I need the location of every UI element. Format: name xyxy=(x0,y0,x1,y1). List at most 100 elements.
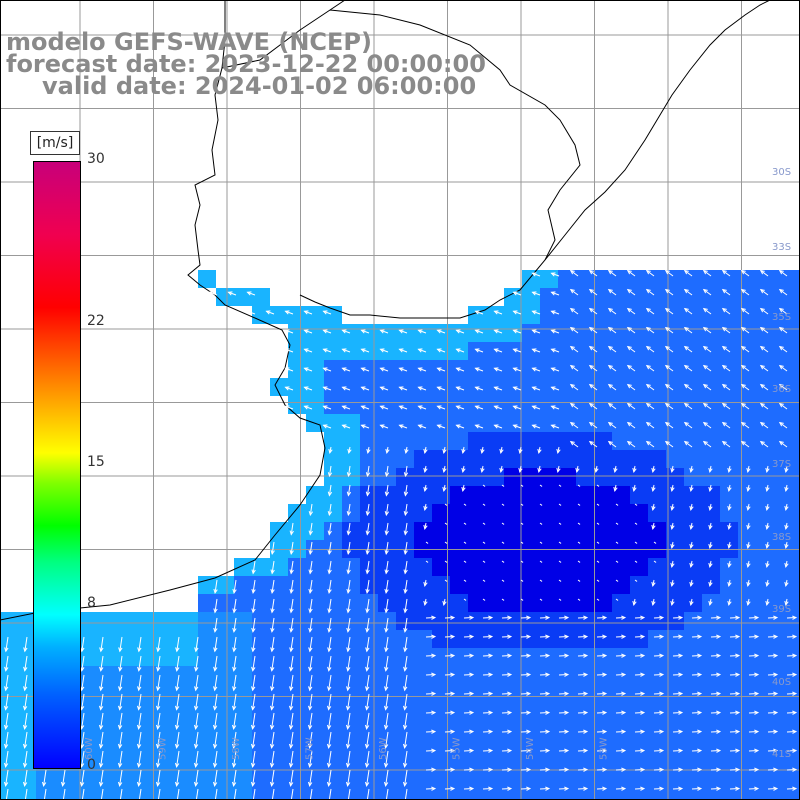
wind-cell xyxy=(522,630,540,648)
wind-cell xyxy=(738,630,756,648)
wind-cell xyxy=(504,468,522,486)
wind-cell xyxy=(504,774,522,792)
wind-vector xyxy=(613,465,618,474)
wind-vector xyxy=(403,636,408,653)
wind-vector xyxy=(531,291,541,296)
wind-vector xyxy=(596,653,608,658)
wind-vector xyxy=(615,615,627,620)
wind-vector xyxy=(461,465,466,474)
wind-cell xyxy=(486,432,504,450)
wind-cell xyxy=(792,612,800,630)
wind-cell xyxy=(684,468,702,486)
wind-cell xyxy=(306,702,324,720)
wind-cell xyxy=(324,522,342,540)
wind-cell xyxy=(342,756,360,774)
wind-cell xyxy=(648,450,666,468)
wind-cell xyxy=(360,450,378,468)
wind-cell xyxy=(792,558,800,576)
wind-vector xyxy=(232,598,237,614)
wind-vector xyxy=(366,788,370,800)
wind-cell xyxy=(324,378,342,396)
wind-cell xyxy=(234,576,252,594)
wind-vector xyxy=(327,484,333,497)
forecast-date: forecast date: 2023-12-22 00:00:00 xyxy=(6,50,486,78)
wind-vector xyxy=(308,522,313,536)
wind-vector xyxy=(702,345,712,353)
wind-vector xyxy=(501,484,505,487)
wind-vector xyxy=(645,440,655,448)
wind-vector xyxy=(539,729,551,734)
wind-vector xyxy=(155,769,161,787)
wind-cell xyxy=(342,522,360,540)
wind-cell xyxy=(216,594,234,612)
wind-vector xyxy=(4,674,9,692)
wind-cell xyxy=(702,720,720,738)
wind-cell xyxy=(360,702,378,720)
wind-vector xyxy=(539,615,551,620)
wind-cell xyxy=(684,720,702,738)
wind-cell xyxy=(720,738,738,756)
wind-cell xyxy=(252,702,270,720)
wind-vector xyxy=(588,307,598,315)
wind-cell xyxy=(702,270,720,288)
wind-cell xyxy=(0,756,18,774)
wind-cell xyxy=(180,702,198,720)
wind-cell xyxy=(684,450,702,468)
wind-vector xyxy=(778,364,788,372)
wind-cell xyxy=(792,414,800,432)
wind-cell xyxy=(774,324,792,342)
wind-cell xyxy=(324,414,342,432)
wind-cell xyxy=(270,774,288,792)
wind-cell xyxy=(576,270,594,288)
wind-cell xyxy=(738,468,756,486)
wind-cell xyxy=(756,792,774,800)
wind-vector xyxy=(482,598,486,601)
wind-vector xyxy=(444,672,456,677)
wind-vector xyxy=(721,307,731,315)
wind-cell xyxy=(648,468,666,486)
wind-cell xyxy=(342,360,360,378)
wind-vector xyxy=(558,598,562,601)
wind-cell xyxy=(18,792,36,800)
wind-cell xyxy=(126,666,144,684)
wind-cell xyxy=(522,576,540,594)
wind-vector xyxy=(117,693,123,711)
wind-vector xyxy=(463,522,467,525)
wind-cell xyxy=(774,432,792,450)
wind-cell xyxy=(288,774,306,792)
wind-vector xyxy=(634,767,646,772)
wind-vector xyxy=(569,402,579,410)
wind-cell xyxy=(684,792,702,800)
wind-vector xyxy=(569,440,579,448)
wind-vector xyxy=(212,712,218,730)
wind-vector xyxy=(670,522,675,531)
wind-vector xyxy=(672,672,684,677)
wind-vector xyxy=(778,269,788,277)
wind-cell xyxy=(540,342,558,360)
wind-vector xyxy=(748,729,760,734)
wind-cell xyxy=(414,450,432,468)
wind-cell xyxy=(0,666,18,684)
wind-cell xyxy=(216,288,234,306)
wind-vector xyxy=(759,364,769,372)
wind-cell xyxy=(576,486,594,504)
wind-cell xyxy=(720,756,738,774)
wind-vector xyxy=(746,560,751,569)
wind-cell xyxy=(324,468,342,486)
wind-vector xyxy=(721,269,731,277)
wind-cell xyxy=(666,576,684,594)
wind-cell xyxy=(522,684,540,702)
wind-vector xyxy=(99,636,104,653)
wind-cell xyxy=(360,486,378,504)
wind-cell xyxy=(342,720,360,738)
wind-cell xyxy=(126,612,144,630)
wind-vector xyxy=(615,579,619,582)
wind-vector xyxy=(398,386,408,391)
wind-cell xyxy=(504,630,522,648)
wind-vector xyxy=(558,541,562,544)
wind-vector xyxy=(137,636,142,653)
wind-vector xyxy=(721,440,731,448)
wind-cell xyxy=(648,720,666,738)
wind-cell xyxy=(684,306,702,324)
wind-cell xyxy=(108,666,126,684)
